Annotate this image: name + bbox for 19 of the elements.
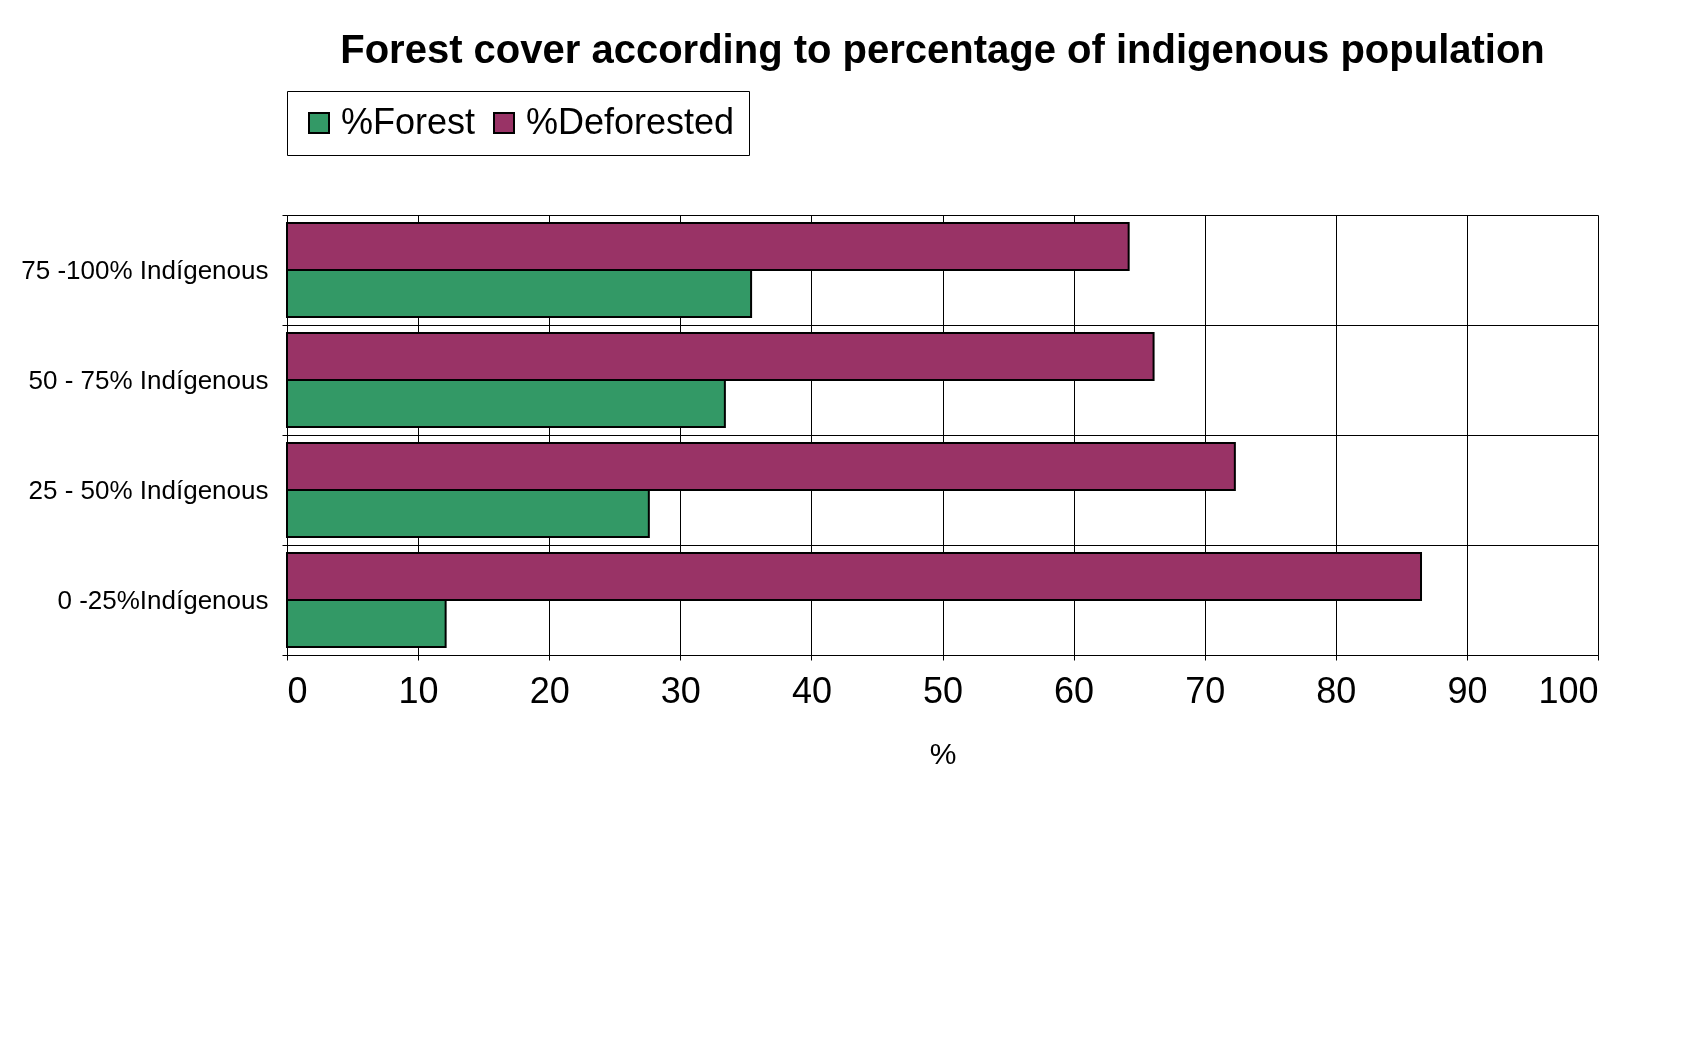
x-tick-label: 90 — [1447, 669, 1488, 711]
x-tick-label: 30 — [660, 669, 701, 711]
y-tick-label: 50 - 75% Indígenous — [28, 364, 269, 395]
y-tick-label: 25 - 50% Indígenous — [28, 474, 269, 505]
x-tick-label: 100 — [1538, 669, 1599, 711]
x-axis-title: % — [929, 736, 957, 770]
y-tick-label: 75 -100% Indígenous — [21, 254, 269, 285]
y-tick-label: 0 -25%Indígenous — [57, 584, 269, 615]
x-tick-label: 40 — [791, 669, 832, 711]
x-tick-label: 50 — [922, 669, 964, 711]
x-tick-label: 10 — [398, 669, 439, 711]
chart-title: Forest cover according to percentage of indigenous population — [340, 26, 1545, 71]
x-tick-label: 80 — [1316, 669, 1357, 711]
x-tick-label: 70 — [1185, 669, 1226, 711]
x-tick-label: 0 — [287, 669, 308, 711]
x-tick-label: 60 — [1054, 669, 1095, 711]
legend-label: %Deforested — [526, 101, 735, 142]
x-tick-label: 20 — [529, 669, 570, 711]
legend-label: %Forest — [341, 101, 476, 142]
